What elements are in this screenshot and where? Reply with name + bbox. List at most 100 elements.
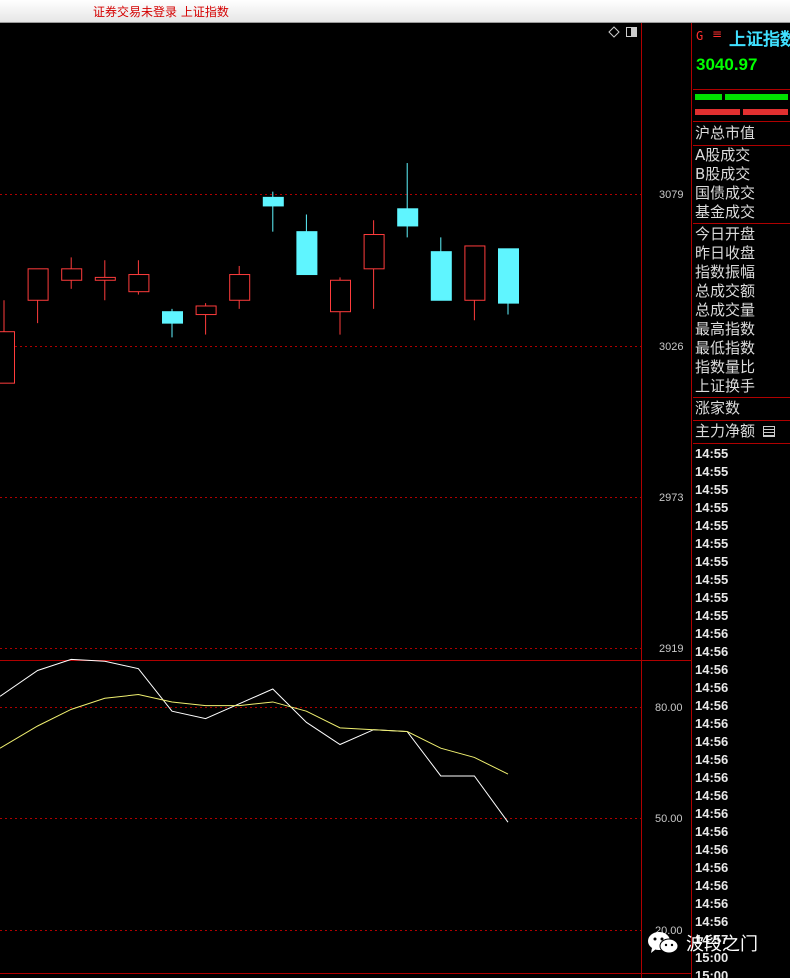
window-title: 证券交易未登录 上证指数 [93, 5, 229, 19]
fund-volume-label: 基金成交 [695, 203, 756, 221]
total-market-value-label: 沪总市值 [695, 124, 756, 142]
candle [27, 268, 49, 324]
candle-body [363, 234, 385, 270]
list-icon[interactable] [762, 426, 775, 437]
candle [162, 308, 183, 338]
candle [0, 300, 15, 384]
watermark-text: 波段之门 [686, 934, 758, 955]
watermark: 波段之门 [646, 929, 758, 957]
k-line [0, 658, 509, 823]
high-index-label: 最高指数 [695, 320, 756, 338]
trade-time: 14:57 [695, 932, 729, 947]
red-strength-bar [695, 109, 740, 115]
divider [693, 89, 790, 90]
current-price: 3040.97 [696, 55, 758, 74]
divider [693, 420, 790, 421]
candle-body [262, 196, 284, 207]
trade-time: 14:56 [695, 752, 729, 767]
candle-body [195, 305, 217, 316]
prev-close-label: 昨日收盘 [695, 244, 756, 262]
turnover-amount-label: 总成交额 [695, 282, 756, 300]
divider [693, 443, 790, 444]
trade-time: 14:56 [695, 842, 729, 857]
trade-time: 14:56 [695, 896, 729, 911]
candle-body [430, 251, 452, 301]
candle-body [27, 268, 49, 301]
trade-time: 14:56 [695, 698, 729, 713]
divider [693, 145, 790, 146]
trade-time: 14:55 [695, 608, 729, 623]
today-open-label: 今日开盘 [695, 225, 756, 243]
price-tick-label: 3079 [659, 189, 683, 201]
candle-body [397, 208, 419, 227]
low-index-label: 最低指数 [695, 339, 756, 357]
candle-group [0, 163, 519, 384]
index-name: 上证指数 [729, 30, 790, 50]
panel-toggle-icon[interactable] [626, 27, 637, 37]
trade-time: 14:56 [695, 806, 729, 821]
trade-time: 14:55 [695, 446, 729, 461]
candle-body [94, 276, 116, 281]
a-share-volume-label: A股成交 [695, 146, 751, 164]
candle [397, 163, 419, 238]
candle-body [128, 274, 150, 293]
rise-count-label: 涨家数 [695, 399, 741, 417]
trade-time: 14:55 [695, 590, 729, 605]
green-strength-bar [695, 94, 722, 100]
divider [693, 121, 790, 122]
indicator-tick-label: 50.00 [655, 813, 683, 825]
trade-time: 15:00 [695, 968, 729, 978]
trade-time: 14:56 [695, 734, 729, 749]
diamond-icon[interactable] [608, 26, 620, 38]
trade-time: 14:55 [695, 482, 729, 497]
candle [430, 237, 452, 301]
trade-time: 14:56 [695, 878, 729, 893]
candle [363, 220, 385, 309]
trade-time: 14:56 [695, 662, 729, 677]
b-share-volume-label: B股成交 [695, 165, 751, 183]
trade-time: 15:00 [695, 950, 729, 965]
menu-icon[interactable]: ≡ [712, 27, 723, 41]
total-volume-label: 总成交量 [695, 301, 756, 319]
candle [229, 265, 251, 309]
main-net-label[interactable]: 主力净额 [695, 422, 775, 441]
trade-time: 14:56 [695, 626, 729, 641]
candle-body [498, 248, 519, 304]
amplitude-label: 指数振幅 [695, 263, 756, 281]
main-net-text: 主力净额 [695, 422, 756, 440]
trade-time: 14:56 [695, 680, 729, 695]
g-label[interactable]: G [696, 29, 704, 43]
trade-time: 14:55 [695, 536, 729, 551]
trade-time: 14:56 [695, 644, 729, 659]
trade-time: 14:55 [695, 500, 729, 515]
candle-body [464, 245, 486, 301]
trade-time: 14:55 [695, 464, 729, 479]
trade-time: 14:55 [695, 572, 729, 587]
trade-time: 14:56 [695, 860, 729, 875]
candle [262, 191, 284, 232]
candle [498, 248, 519, 315]
trade-time: 14:56 [695, 824, 729, 839]
bond-volume-label: 国债成交 [695, 184, 756, 202]
candle [464, 245, 486, 321]
green-strength-bar [725, 94, 788, 100]
price-tick-label: 2919 [659, 643, 683, 655]
trade-time: 14:56 [695, 914, 729, 929]
turnover-rate-label: 上证换手 [695, 377, 756, 395]
d-line [0, 694, 509, 775]
trade-time: 14:56 [695, 770, 729, 785]
quote-side-panel: G ≡ 上证指数 3040.97 沪总市值 A股成交 B股成交 国债成交 基金成… [693, 23, 790, 978]
candle [128, 260, 150, 295]
wechat-icon [648, 932, 679, 954]
red-strength-bar [743, 109, 788, 115]
candle-body [61, 268, 83, 281]
candle [61, 257, 83, 289]
candle-body [162, 311, 183, 324]
candle-body [0, 331, 15, 384]
indicator-tick-label: 80.00 [655, 702, 683, 714]
candle-body [296, 231, 318, 276]
title-bar: 证券交易未登录 上证指数 [0, 0, 790, 23]
trade-time-list[interactable]: 14:55 14:55 14:55 14:55 14:55 14:55 14:55 14:55… [695, 445, 728, 978]
divider [693, 223, 790, 224]
